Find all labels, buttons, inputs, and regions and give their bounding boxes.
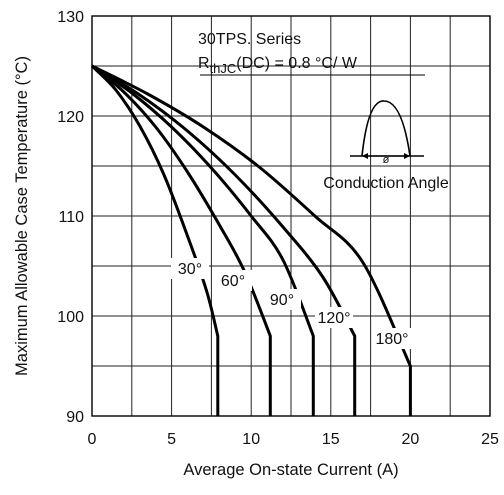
series-label: 120° — [317, 310, 350, 327]
series-label-background — [373, 328, 411, 349]
series-line — [91, 64, 412, 416]
series-label-background — [315, 307, 353, 328]
y-tick-label: 130 — [57, 9, 84, 26]
x-tick-label: 5 — [167, 431, 176, 448]
x-tick-label: 20 — [402, 431, 420, 448]
rth-value: (DC) = 0.8 °C/ W — [236, 55, 358, 72]
rth-letter: R — [198, 55, 210, 72]
inset-caption: Conduction Angle — [323, 175, 449, 192]
x-tick-label: 10 — [242, 431, 260, 448]
grid-lines — [92, 16, 490, 416]
series-line — [91, 64, 315, 416]
series-note: 30TPS. Series — [198, 31, 301, 48]
y-axis-title: Maximum Allowable Case Temperature (°C) — [13, 56, 31, 376]
series-line — [91, 64, 272, 416]
y-tick-label: 100 — [57, 309, 84, 326]
series-line — [90, 64, 220, 416]
plot-frame — [91, 15, 491, 417]
curves — [90, 64, 412, 416]
series-label: 90° — [270, 292, 294, 309]
rth-label: RthJC(DC) = 0.8 °C/ W — [198, 55, 358, 76]
y-tick-label: 90 — [66, 409, 84, 426]
inset-arrow-head-left — [362, 153, 368, 159]
series-line — [91, 64, 357, 416]
series-label-background — [171, 258, 209, 279]
series-label: 30° — [178, 261, 202, 278]
x-tick-label: 0 — [88, 431, 97, 448]
series-label-background — [263, 289, 301, 310]
inset-arrow-head-right — [404, 153, 410, 159]
series-label: 180° — [375, 331, 408, 348]
x-tick-label: 15 — [322, 431, 340, 448]
y-tick-label: 110 — [58, 209, 84, 226]
x-tick-label: 25 — [481, 431, 499, 448]
series-labels: 30° 60° 90° 120° 180° — [171, 258, 411, 349]
x-tick-labels: 0 5 10 15 20 25 — [88, 431, 499, 448]
x-axis-title: Average On-state Current (A) — [183, 461, 398, 479]
inset-angle-symbol: ø — [383, 154, 390, 166]
series-label-background — [214, 270, 252, 291]
conduction-angle-diagram: ø Conduction Angle — [323, 100, 449, 192]
y-tick-labels: 90 100 110 120 130 — [57, 9, 84, 426]
y-tick-label: 120 — [57, 109, 84, 126]
series-label: 60° — [221, 273, 245, 290]
inset-half-sine — [361, 100, 411, 157]
rth-subscript: thJC — [210, 61, 237, 76]
